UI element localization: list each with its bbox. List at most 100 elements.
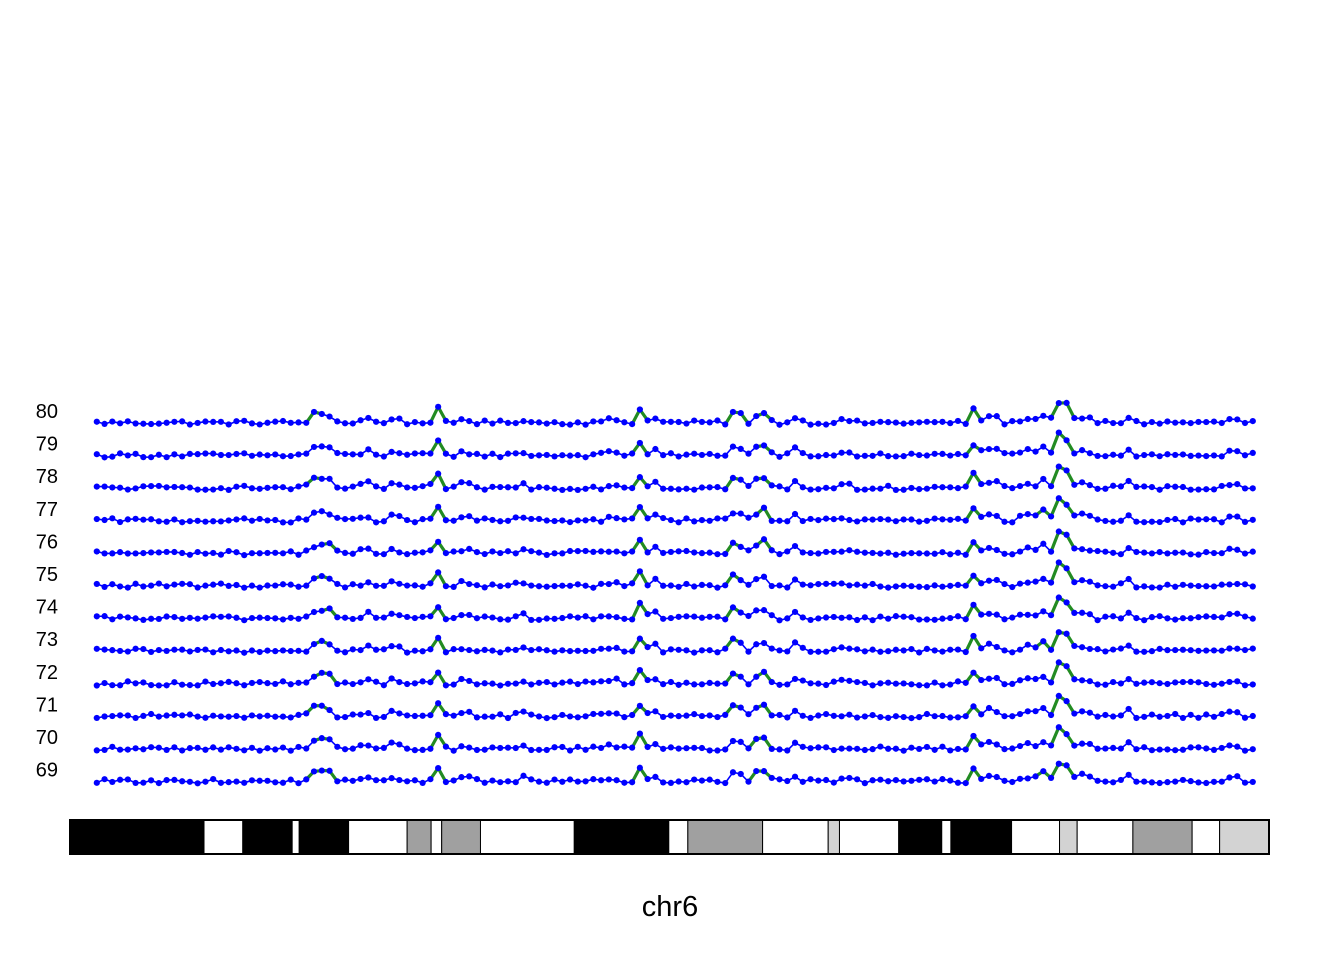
data-point <box>443 583 449 589</box>
data-point <box>257 748 263 754</box>
data-point <box>1133 649 1139 655</box>
data-point <box>482 584 488 590</box>
data-point <box>978 417 984 423</box>
data-point <box>109 515 115 521</box>
data-point <box>575 419 581 425</box>
data-point <box>1032 579 1038 585</box>
data-point <box>1126 415 1132 421</box>
data-point <box>932 451 938 457</box>
data-point <box>1133 681 1139 687</box>
data-point <box>311 575 317 581</box>
data-point <box>233 484 239 490</box>
data-point <box>241 682 247 688</box>
data-point <box>513 580 519 586</box>
data-point <box>404 746 410 752</box>
data-point <box>916 682 922 688</box>
ideogram-band <box>292 820 299 854</box>
data-point <box>435 635 441 641</box>
data-point <box>1095 582 1101 588</box>
data-point <box>404 712 410 718</box>
data-point <box>807 776 813 782</box>
data-point <box>1009 485 1015 491</box>
data-point <box>590 451 596 457</box>
data-point <box>466 678 472 684</box>
data-point <box>598 450 604 456</box>
data-point <box>699 745 705 751</box>
row-label: 72 <box>36 662 58 684</box>
data-point <box>645 483 651 489</box>
data-point <box>396 710 402 716</box>
data-point <box>210 518 216 524</box>
data-point <box>621 681 627 687</box>
data-point <box>226 421 232 427</box>
data-point <box>1048 549 1054 555</box>
data-point <box>427 547 433 553</box>
data-point <box>1079 610 1085 616</box>
data-point <box>1040 768 1046 774</box>
data-point <box>1211 486 1217 492</box>
data-point <box>893 746 899 752</box>
data-point <box>800 450 806 456</box>
data-point <box>311 674 317 680</box>
data-point <box>171 419 177 425</box>
data-point <box>807 550 813 556</box>
data-point <box>1071 610 1077 616</box>
data-point <box>443 711 449 717</box>
data-point <box>629 779 635 785</box>
data-point <box>443 517 449 523</box>
data-point <box>699 647 705 653</box>
data-point <box>272 746 278 752</box>
data-point <box>1180 747 1186 753</box>
data-point <box>637 537 643 543</box>
data-point <box>1226 774 1232 780</box>
data-point <box>272 517 278 523</box>
data-point <box>598 613 604 619</box>
data-point <box>497 518 503 524</box>
data-point <box>264 550 270 556</box>
data-point <box>179 484 185 490</box>
data-point <box>1141 680 1147 686</box>
data-point <box>893 518 899 524</box>
data-point <box>986 676 992 682</box>
data-point <box>451 518 457 524</box>
data-point <box>1040 413 1046 419</box>
data-point <box>815 581 821 587</box>
data-point <box>800 614 806 620</box>
data-point <box>326 605 332 611</box>
data-point <box>474 714 480 720</box>
data-point <box>1063 599 1069 605</box>
data-point <box>932 515 938 521</box>
data-point <box>326 413 332 419</box>
data-point <box>1172 747 1178 753</box>
data-point <box>1126 447 1132 453</box>
data-point <box>443 418 449 424</box>
data-point <box>272 582 278 588</box>
data-point <box>373 483 379 489</box>
data-point <box>862 780 868 786</box>
data-point <box>357 647 363 653</box>
data-point <box>1087 774 1093 780</box>
data-point <box>645 644 651 650</box>
series-segment <box>1051 467 1059 487</box>
data-point <box>738 771 744 777</box>
data-point <box>970 733 976 739</box>
data-point <box>1157 549 1163 555</box>
data-point <box>334 714 340 720</box>
data-point <box>885 550 891 556</box>
ideogram-band <box>480 820 574 854</box>
data-point <box>1056 528 1062 534</box>
data-point <box>908 614 914 620</box>
data-point <box>901 583 907 589</box>
data-point <box>691 451 697 457</box>
data-point <box>815 421 821 427</box>
data-point <box>1048 712 1054 718</box>
data-point <box>893 453 899 459</box>
data-point <box>668 549 674 555</box>
data-point <box>264 420 270 426</box>
data-point <box>637 568 643 574</box>
data-point <box>156 452 162 458</box>
data-point <box>1063 467 1069 473</box>
data-point <box>443 451 449 457</box>
data-point <box>156 682 162 688</box>
data-point <box>1025 580 1031 586</box>
